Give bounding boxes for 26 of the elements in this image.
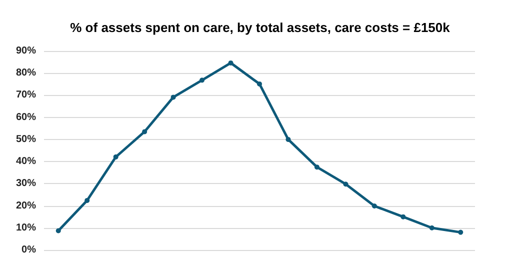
y-tick-label: 30% bbox=[16, 178, 36, 190]
point bbox=[400, 214, 406, 220]
y-tick-label: 40% bbox=[16, 156, 36, 168]
point bbox=[429, 225, 434, 230]
point bbox=[200, 78, 205, 83]
point bbox=[170, 94, 176, 100]
y-tick-label: 20% bbox=[16, 200, 36, 212]
point bbox=[314, 164, 320, 170]
y-tick-label: 0% bbox=[22, 244, 36, 256]
chart-title: % of assets spent on care, by total assets, care costs = £150k bbox=[70, 20, 451, 35]
point bbox=[458, 230, 464, 235]
point bbox=[343, 182, 348, 187]
point bbox=[56, 228, 61, 234]
point bbox=[142, 129, 148, 134]
y-tick-label: 90% bbox=[16, 46, 36, 56]
point bbox=[286, 136, 291, 142]
y-tick-label: 50% bbox=[16, 134, 36, 145]
point bbox=[372, 204, 377, 208]
point bbox=[257, 81, 262, 86]
y-tick-label: 80% bbox=[16, 68, 36, 79]
y-tick-label: 60% bbox=[16, 112, 36, 123]
point bbox=[113, 154, 118, 160]
point bbox=[84, 198, 90, 203]
point bbox=[228, 60, 234, 66]
y-tick-label: 10% bbox=[16, 222, 36, 234]
y-tick-label: 70% bbox=[16, 90, 36, 101]
